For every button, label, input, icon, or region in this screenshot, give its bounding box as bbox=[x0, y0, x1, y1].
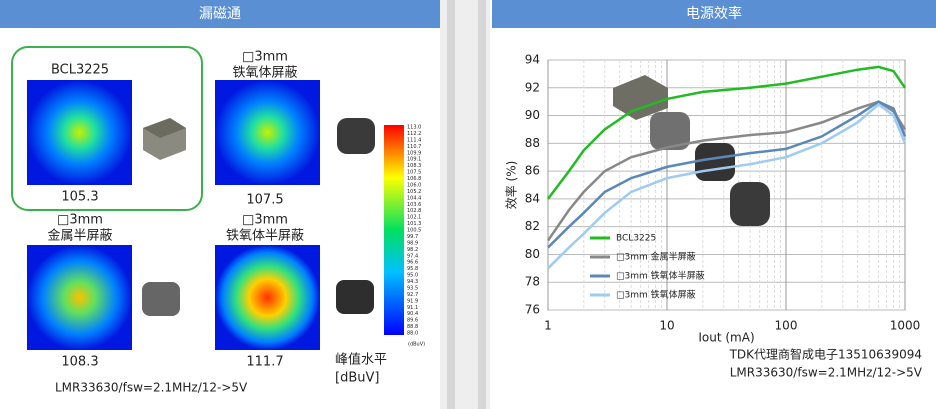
colorbar-label: 90.4 bbox=[407, 311, 418, 317]
annotation: TDK代理商智成电子13510639094 bbox=[729, 347, 922, 362]
item-title: 铁氧体屏蔽 bbox=[232, 66, 297, 81]
colorbar-label: 100.5 bbox=[407, 228, 421, 234]
item-value: 111.7 bbox=[246, 355, 283, 370]
inductor-icons bbox=[142, 118, 375, 316]
colorbar-label: 88.8 bbox=[407, 324, 418, 330]
item-title: □3mm bbox=[57, 213, 103, 228]
panel-title: 电源效率 bbox=[686, 5, 742, 22]
colorbar-title: 峰值水平 bbox=[335, 352, 387, 368]
annotation: LMR33630/fsw=2.1MHz/12->5V bbox=[730, 366, 923, 380]
y-tick-label: 90 bbox=[525, 108, 540, 122]
panel-header bbox=[0, 0, 440, 28]
colorbar-label: 111.4 bbox=[407, 137, 421, 143]
colorbar bbox=[384, 125, 404, 335]
heatmap bbox=[27, 80, 132, 185]
heatmap bbox=[27, 245, 132, 350]
item-value: 108.3 bbox=[61, 355, 98, 370]
item-title: BCL3225 bbox=[51, 63, 109, 78]
item-title: 铁氧体半屏蔽 bbox=[226, 229, 304, 244]
colorbar-label: 96.6 bbox=[407, 260, 418, 266]
y-tick-label: 84 bbox=[525, 191, 540, 205]
colorbar-label: 93.5 bbox=[407, 285, 418, 291]
colorbar-label: 91.1 bbox=[407, 305, 418, 311]
legend-label: □3mm 铁氧体屏蔽 bbox=[616, 289, 696, 301]
colorbar-label: 91.9 bbox=[407, 298, 418, 304]
panel-header bbox=[492, 0, 936, 28]
colorbar-title: [dBuV] bbox=[335, 371, 379, 386]
colorbar-label: 112.2 bbox=[407, 131, 421, 137]
colorbar-label: 105.2 bbox=[407, 189, 421, 195]
colorbar-label: 98.9 bbox=[407, 240, 418, 246]
colorbar-label: 109.9 bbox=[407, 150, 421, 156]
x-tick-label: 1000 bbox=[890, 319, 921, 333]
x-axis-label: Iout (mA) bbox=[698, 331, 754, 345]
y-tick-label: 80 bbox=[525, 247, 540, 261]
colorbar-label: 97.4 bbox=[407, 253, 418, 259]
colorbar-label: 110.7 bbox=[407, 144, 421, 150]
colorbar-label: 103.6 bbox=[407, 202, 421, 208]
item-value: 105.3 bbox=[61, 190, 98, 205]
plot-area bbox=[547, 59, 906, 311]
colorbar-unit: (dBuV) bbox=[408, 342, 425, 348]
colorbar-label: 95.8 bbox=[407, 266, 418, 272]
y-tick-label: 82 bbox=[525, 219, 540, 233]
x-tick-label: 10 bbox=[659, 319, 674, 333]
chart-inductor-icons bbox=[613, 75, 770, 226]
item-title: □3mm bbox=[242, 50, 288, 65]
legend-label: □3mm 铁氧体半屏蔽 bbox=[616, 270, 705, 282]
series-line bbox=[547, 102, 907, 270]
colorbar-label: 102.1 bbox=[407, 215, 421, 221]
colorbar-label: 101.3 bbox=[407, 221, 421, 227]
heatmap bbox=[215, 245, 320, 350]
item-title: □3mm bbox=[242, 213, 288, 228]
item-value: 107.5 bbox=[246, 193, 283, 208]
colorbar-label: 95.0 bbox=[407, 273, 418, 279]
colorbar-label: 92.7 bbox=[407, 292, 418, 298]
colorbar-label: 89.6 bbox=[407, 318, 418, 324]
legend-label: BCL3225 bbox=[616, 234, 656, 244]
y-tick-label: 78 bbox=[525, 275, 540, 289]
colorbar-label: 88.0 bbox=[407, 331, 418, 337]
colorbar-label: 98.2 bbox=[407, 247, 418, 253]
x-tick-label: 1 bbox=[544, 319, 552, 333]
y-tick-label: 92 bbox=[525, 80, 540, 94]
y-axis-label: 效率 (%) bbox=[504, 161, 519, 210]
heatmap bbox=[215, 80, 320, 185]
y-tick-label: 94 bbox=[525, 53, 540, 67]
colorbar-label: 94.3 bbox=[407, 279, 418, 285]
colorbar-label: 108.3 bbox=[407, 163, 421, 169]
colorbar-label: 102.8 bbox=[407, 208, 421, 214]
panel-title: 漏磁通 bbox=[199, 6, 241, 22]
y-tick-label: 88 bbox=[525, 136, 540, 150]
gutter-bar bbox=[478, 0, 486, 409]
y-tick-label: 76 bbox=[525, 303, 540, 317]
colorbar-label: 109.1 bbox=[407, 157, 421, 163]
colorbar-label: 104.4 bbox=[407, 195, 421, 201]
legend-label: □3mm 金属半屏蔽 bbox=[616, 251, 696, 263]
y-tick-label: 86 bbox=[525, 164, 540, 178]
gutter-bar bbox=[447, 0, 455, 409]
colorbar-label: 107.5 bbox=[407, 170, 421, 176]
colorbar-label: 99.7 bbox=[407, 234, 418, 240]
highlight-box bbox=[11, 46, 203, 211]
series-line bbox=[547, 65, 907, 200]
note: LMR33630/fsw=2.1MHz/12->5V bbox=[55, 381, 248, 395]
x-tick-label: 100 bbox=[775, 319, 798, 333]
colorbar-label: 113.0 bbox=[407, 125, 421, 131]
colorbar-label: 106.8 bbox=[407, 176, 421, 182]
series-line bbox=[547, 100, 907, 249]
item-title: 金属半屏蔽 bbox=[47, 228, 112, 244]
colorbar-label: 106.0 bbox=[407, 182, 421, 188]
